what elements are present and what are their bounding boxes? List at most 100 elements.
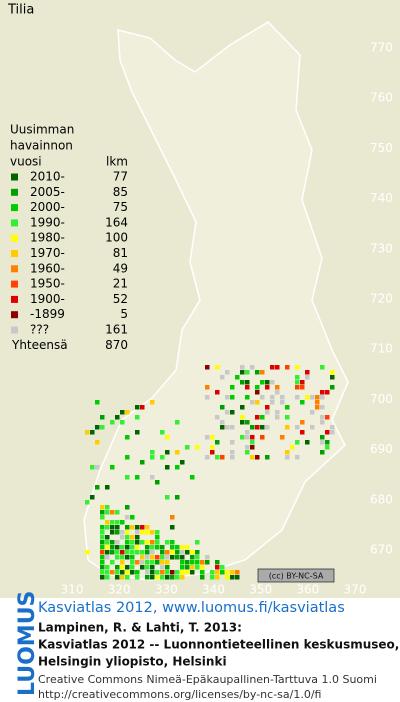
grid-square xyxy=(115,555,120,560)
grid-square xyxy=(305,370,310,375)
license-badge: (cc) BY-NC-SA xyxy=(257,568,335,583)
grid-square xyxy=(235,575,240,580)
grid-square xyxy=(155,570,160,575)
grid-square xyxy=(170,515,175,520)
grid-square xyxy=(175,555,180,560)
legend-swatch xyxy=(11,173,18,181)
map-title: Tilia xyxy=(7,3,34,18)
grid-square xyxy=(115,540,120,545)
grid-square xyxy=(250,400,255,405)
grid-square xyxy=(130,540,135,545)
grid-square xyxy=(150,560,155,565)
grid-square xyxy=(105,550,110,555)
grid-square xyxy=(100,570,105,575)
grid-square xyxy=(190,555,195,560)
grid-square xyxy=(215,575,220,580)
grid-square xyxy=(110,545,115,550)
grid-square xyxy=(160,455,165,460)
y-tick-label: 740 xyxy=(370,191,393,205)
grid-square xyxy=(325,440,330,445)
grid-square xyxy=(165,450,170,455)
grid-square xyxy=(210,575,215,580)
grid-square xyxy=(165,575,170,580)
license-line[interactable]: http://creativecommons.org/licenses/by-n… xyxy=(38,688,321,701)
grid-square xyxy=(175,420,180,425)
legend-total-label: Yhteensä xyxy=(11,338,68,352)
grid-square xyxy=(165,565,170,570)
grid-square xyxy=(330,375,335,380)
grid-square xyxy=(135,430,140,435)
grid-square xyxy=(295,375,300,380)
legend-count: 21 xyxy=(113,277,128,291)
grid-square xyxy=(190,560,195,565)
grid-square xyxy=(130,545,135,550)
grid-square xyxy=(230,575,235,580)
grid-square xyxy=(195,560,200,565)
grid-square xyxy=(230,450,235,455)
grid-square xyxy=(145,575,150,580)
grid-square xyxy=(185,565,190,570)
grid-square xyxy=(150,455,155,460)
grid-square xyxy=(175,545,180,550)
citation-line: Kasviatlas 2012 -- Luonnontieteellinen k… xyxy=(38,638,399,652)
grid-square xyxy=(100,505,105,510)
legend-count: 161 xyxy=(105,323,128,337)
grid-square xyxy=(115,565,120,570)
grid-square xyxy=(170,540,175,545)
axes: 770 760 750 740 730 720 710 700 690 680 670 310 320 3… xyxy=(61,41,393,597)
grid-square xyxy=(185,445,190,450)
grid-square xyxy=(195,445,200,450)
y-tick-label: 750 xyxy=(370,141,393,155)
grid-square xyxy=(215,560,220,565)
grid-square xyxy=(320,405,325,410)
grid-square xyxy=(125,530,130,535)
grid-square xyxy=(230,395,235,400)
grid-square xyxy=(210,570,215,575)
grid-square xyxy=(120,560,125,565)
grid-square xyxy=(125,570,130,575)
grid-square xyxy=(125,455,130,460)
grid-square xyxy=(225,570,230,575)
grid-square xyxy=(90,465,95,470)
grid-square xyxy=(175,465,180,470)
grid-square xyxy=(185,545,190,550)
grid-square xyxy=(180,545,185,550)
grid-square xyxy=(305,395,310,400)
grid-square xyxy=(260,425,265,430)
grid-square xyxy=(120,520,125,525)
grid-square xyxy=(260,370,265,375)
grid-square xyxy=(255,425,260,430)
atlas-link[interactable]: Kasviatlas 2012, www.luomus.fi/kasviatla… xyxy=(38,600,345,616)
grid-square xyxy=(170,550,175,555)
grid-square xyxy=(105,540,110,545)
grid-square xyxy=(150,555,155,560)
legend-heading: Uusimman xyxy=(10,123,74,137)
grid-square xyxy=(230,570,235,575)
grid-square xyxy=(300,380,305,385)
grid-square xyxy=(115,510,120,515)
grid-square xyxy=(300,420,305,425)
grid-square xyxy=(235,570,240,575)
grid-square xyxy=(100,530,105,535)
grid-square xyxy=(115,545,120,550)
grid-square xyxy=(225,370,230,375)
grid-square xyxy=(100,510,105,515)
grid-square xyxy=(255,390,260,395)
grid-square xyxy=(140,550,145,555)
grid-square xyxy=(245,430,250,435)
legend-swatch xyxy=(11,265,18,273)
grid-square xyxy=(265,455,270,460)
grid-square xyxy=(200,560,205,565)
grid-square xyxy=(325,430,330,435)
grid-square xyxy=(160,545,165,550)
grid-square xyxy=(150,540,155,545)
grid-square xyxy=(125,575,130,580)
grid-square xyxy=(320,440,325,445)
grid-square xyxy=(180,575,185,580)
grid-square xyxy=(305,375,310,380)
grid-square xyxy=(240,435,245,440)
legend-label: 1960- xyxy=(30,261,65,275)
grid-square xyxy=(230,425,235,430)
grid-square xyxy=(165,550,170,555)
grid-square xyxy=(325,445,330,450)
